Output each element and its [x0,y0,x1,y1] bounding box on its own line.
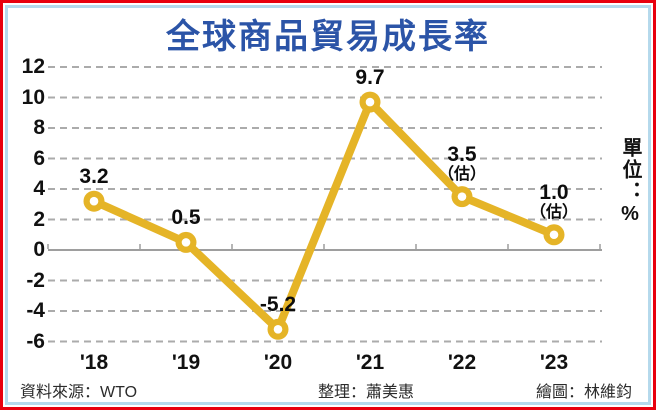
illustrator-credit: 繪圖：林維鈞 [535,384,632,401]
data-point-marker-center [457,192,467,201]
y-axis-tick-label: 6 [33,146,45,170]
x-axis-tick-label: '23 [539,351,569,374]
unit-axis-label: 單位：% [619,137,641,227]
data-point-marker-center [549,230,559,240]
footer: 資料來源：WTO 整理：蕭美惠 繪圖：林維鈞 [0,378,656,401]
data-point-value: 3.5 [447,142,477,166]
x-axis-tick-label: '18 [79,351,109,374]
data-point-label: -5.2 [223,294,333,316]
data-point-value: 9.7 [355,66,385,90]
data-point-label: 3.5 （估） [407,142,517,184]
data-point-value: 0.5 [171,206,201,230]
y-axis-tick-label: 12 [21,55,45,78]
y-axis-tick-label: 4 [33,177,45,200]
x-axis-tick-label: '22 [447,351,477,374]
data-point-marker-center [89,196,99,206]
x-axis-tick-label: '21 [355,351,385,374]
estimate-flag-label: （估） [437,165,486,183]
data-point-marker-center [181,238,191,247]
data-point-marker-center [365,97,375,107]
y-axis-tick-label: 2 [33,207,45,231]
y-axis-tick-label: 10 [21,85,45,109]
data-point-value: 1.0 [539,180,569,204]
x-axis-tick-label: '19 [171,351,201,374]
data-point-value: -5.2 [259,293,297,317]
data-source-credit: 資料來源：WTO [20,384,138,401]
estimate-flag-label: （估） [529,203,578,221]
data-point-label: 0.5 [131,207,241,229]
editor-credit: 整理：蕭美惠 [318,384,415,401]
y-axis-tick-label: -6 [26,329,45,353]
y-axis-tick-label: 8 [33,116,45,139]
data-point-marker-center [273,325,283,334]
data-point-label: 1.0 （估） [499,180,609,222]
y-axis-tick-label: -2 [26,268,45,292]
y-axis-tick-label: 0 [33,238,45,261]
chart-title: 全球商品貿易成長率 [166,18,490,56]
data-point-label: 3.2 [39,166,149,188]
data-point-label: 9.7 [315,67,425,89]
y-axis-tick-label: -4 [26,299,45,322]
x-axis-tick-label: '20 [263,351,293,374]
data-point-value: 3.2 [79,165,109,189]
trend-line [90,98,558,334]
